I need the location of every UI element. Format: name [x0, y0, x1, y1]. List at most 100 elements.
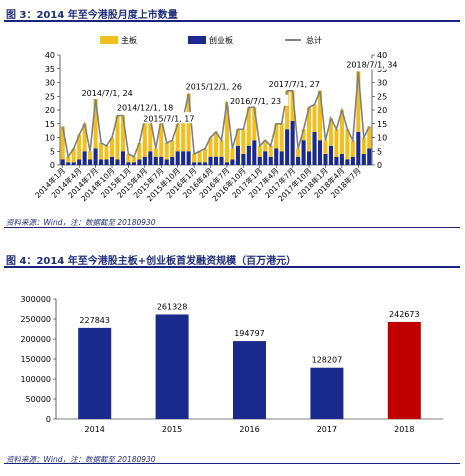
annotation-bg — [227, 94, 289, 106]
y-tick-label-right: 15 — [377, 120, 387, 129]
monthly-listings-chart: 主板创业板总计051015202530354005101520253035402… — [33, 35, 405, 203]
bar-financing-2015 — [155, 314, 189, 419]
bar-main-board — [159, 118, 164, 157]
bar-gem — [235, 145, 240, 165]
bar-main-board — [241, 129, 246, 154]
bar-main-board — [203, 148, 208, 163]
bar-main-board — [208, 137, 213, 157]
annotation-bg — [183, 80, 249, 92]
bar-main-board — [328, 118, 333, 146]
bar-gem — [99, 159, 104, 165]
bar-main-board — [213, 132, 219, 157]
bar-main-board — [120, 115, 125, 152]
bar-main-board — [345, 129, 350, 160]
bar-gem — [192, 162, 197, 165]
data-label: 227843 — [79, 316, 110, 325]
bar-gem — [120, 151, 125, 165]
bar-main-board — [104, 145, 109, 160]
bar-gem — [93, 148, 98, 165]
x-tick-label: 2016 — [239, 425, 259, 434]
legend-label: 创业板 — [209, 35, 233, 45]
bar-main-board — [274, 123, 279, 149]
bar-main-board — [181, 118, 186, 152]
title-rule — [4, 266, 460, 268]
bar-main-board — [350, 140, 355, 157]
bar-main-board — [170, 140, 175, 157]
bar-main-board — [99, 143, 104, 160]
bar-main-board — [224, 101, 229, 163]
bar-gem — [142, 156, 147, 165]
bar-main-board — [339, 110, 344, 154]
y-tick-label-left: 0 — [50, 161, 55, 170]
line-total — [61, 71, 371, 159]
bar-main-board — [60, 126, 65, 160]
y-tick-label: 0 — [46, 415, 51, 424]
bar-gem — [328, 145, 333, 165]
bar-gem — [367, 148, 372, 165]
bar-main-board — [307, 107, 312, 152]
bar-main-board — [279, 123, 284, 152]
bar-gem — [181, 151, 186, 165]
figure-4-source: 资料来源：Wind，注：数据截至 20180930 — [6, 455, 156, 464]
y-tick-label-right: 0 — [377, 161, 382, 170]
y-tick-label: 100000 — [20, 375, 51, 384]
bar-gem — [186, 151, 191, 165]
bar-gem — [82, 151, 87, 165]
y-tick-label: 250000 — [20, 315, 51, 324]
bar-gem — [213, 156, 219, 165]
bar-financing-2017 — [310, 367, 344, 419]
bar-gem — [115, 159, 120, 165]
bar-main-board — [175, 123, 180, 152]
bar-main-board — [77, 134, 82, 160]
bar-gem — [104, 159, 109, 165]
bar-gem — [356, 132, 361, 165]
y-tick-label-left: 30 — [45, 79, 55, 88]
bar-gem — [307, 151, 312, 165]
y-tick-label-right: 30 — [377, 79, 387, 88]
annotation-label: 2017/7/1, 27 — [269, 80, 320, 89]
bar-main-board — [263, 140, 268, 152]
bar-main-board — [257, 145, 262, 157]
bar-gem — [345, 159, 350, 165]
bar-gem — [88, 159, 93, 165]
bar-gem — [66, 162, 71, 165]
bar-main-board — [312, 104, 317, 132]
bar-main-board — [235, 129, 240, 146]
x-tick-label: 2017 — [317, 425, 337, 434]
bottom-rule — [4, 227, 460, 228]
bar-gem — [164, 159, 169, 165]
y-tick-label: 50000 — [26, 395, 51, 404]
y-tick-label-right: 10 — [377, 134, 387, 143]
bar-gem — [241, 154, 246, 165]
y-tick-label-left: 25 — [45, 92, 55, 101]
bar-gem — [109, 156, 115, 165]
bar-gem — [131, 162, 136, 165]
y-tick-label-left: 35 — [45, 65, 55, 74]
bar-main-board — [93, 99, 98, 149]
bar-main-board — [131, 156, 136, 163]
annotation-label: 2014/12/1, 18 — [117, 104, 173, 113]
bar-gem — [203, 162, 208, 165]
bar-main-board — [246, 107, 251, 146]
y-tick-label-right: 20 — [377, 106, 387, 115]
bar-gem — [268, 156, 273, 165]
bar-main-board — [296, 148, 301, 157]
x-tick-label: 2014 — [85, 425, 105, 434]
bar-gem — [230, 159, 235, 165]
data-label: 261328 — [157, 302, 188, 311]
data-label: 194797 — [234, 329, 265, 338]
y-tick-label-right: 5 — [377, 147, 382, 156]
bar-gem — [334, 156, 339, 165]
bar-gem — [339, 154, 344, 165]
y-tick-label: 150000 — [20, 355, 51, 364]
bar-main-board — [268, 145, 273, 157]
bar-gem — [317, 140, 323, 165]
bar-main-board — [361, 137, 366, 154]
bar-gem — [252, 140, 257, 165]
y-tick-label: 200000 — [20, 335, 51, 344]
y-tick-label-right: 40 — [377, 51, 387, 60]
bar-gem — [208, 156, 213, 165]
annotation-bg — [79, 87, 140, 98]
bar-gem — [60, 159, 65, 165]
